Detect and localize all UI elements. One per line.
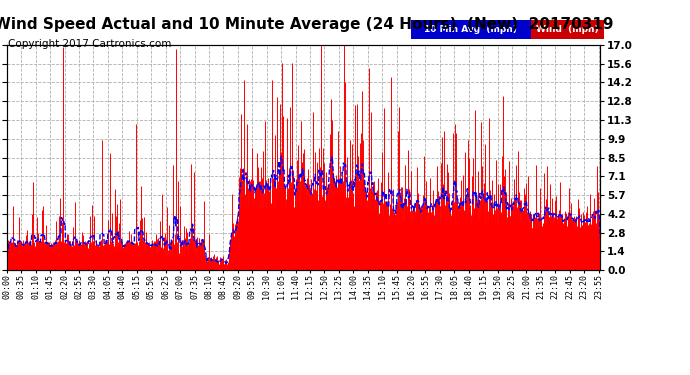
Text: 10 Min Avg  (mph): 10 Min Avg (mph) <box>424 25 518 34</box>
Text: Wind  (mph): Wind (mph) <box>536 25 599 34</box>
Text: Wind Speed Actual and 10 Minute Average (24 Hours)  (New)  20170319: Wind Speed Actual and 10 Minute Average … <box>0 17 613 32</box>
Text: Copyright 2017 Cartronics.com: Copyright 2017 Cartronics.com <box>8 39 172 50</box>
